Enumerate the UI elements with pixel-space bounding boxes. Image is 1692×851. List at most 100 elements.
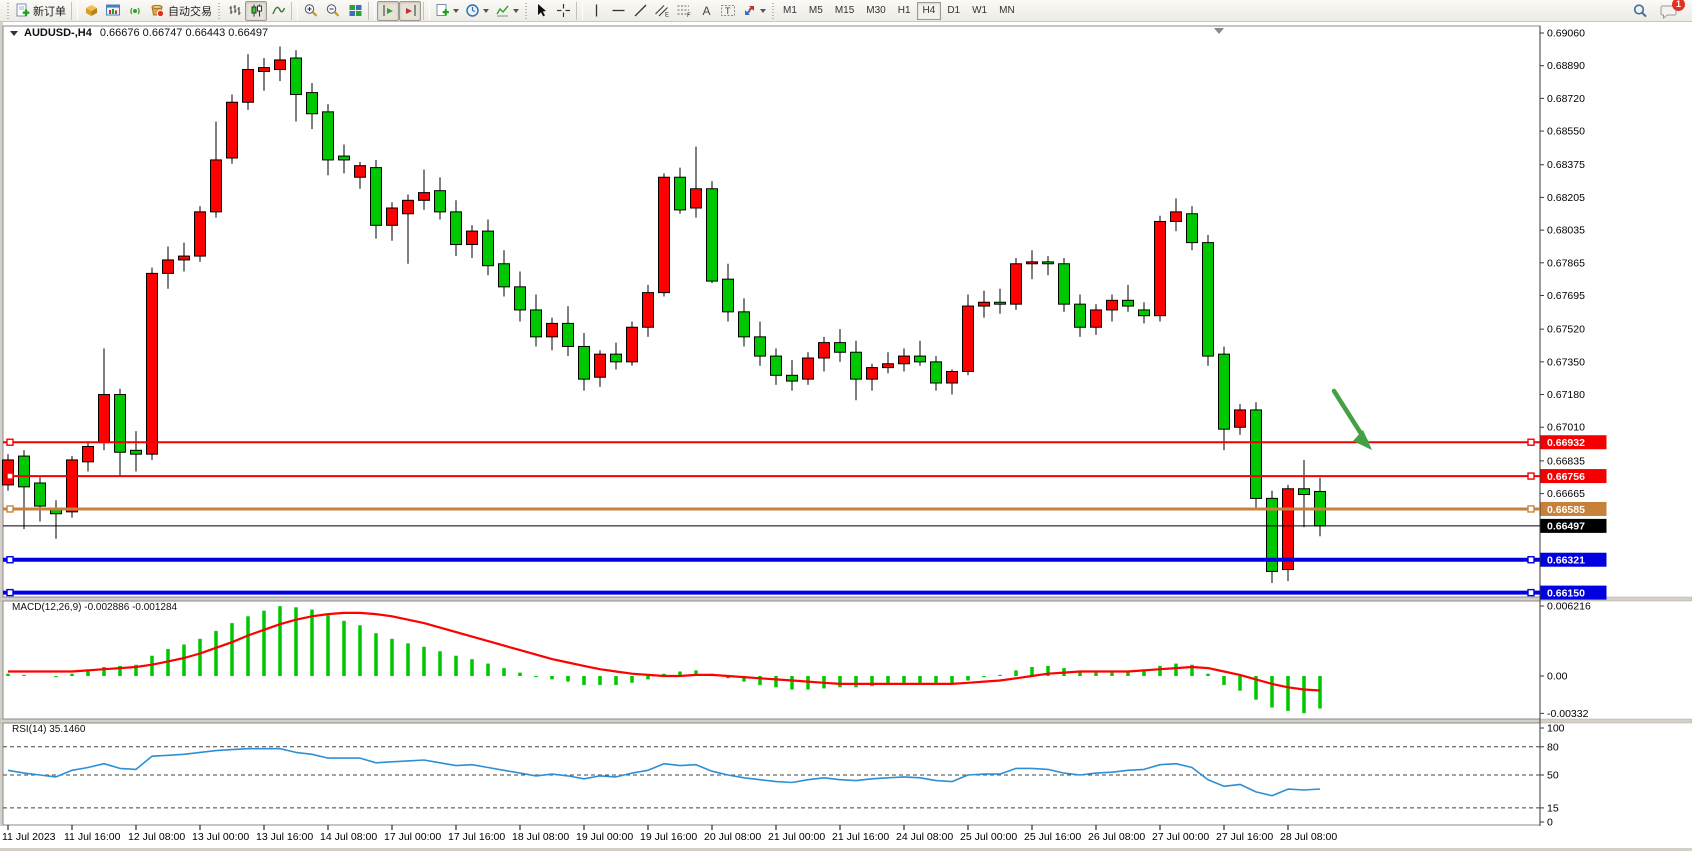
- candle-body: [114, 394, 126, 453]
- candle-body: [1234, 409, 1246, 428]
- horizontal-line-button[interactable]: [607, 1, 629, 21]
- new-order-icon: [16, 3, 30, 17]
- macd-histogram-bar: [1110, 672, 1114, 676]
- candle-body: [130, 449, 142, 455]
- macd-histogram-bar: [422, 646, 426, 676]
- auto-scroll-button[interactable]: [399, 0, 421, 21]
- macd-histogram-bar: [438, 651, 442, 676]
- timeframe-h4[interactable]: H4: [916, 1, 942, 20]
- chart-ohlc-values: 0.66676 0.66747 0.66443 0.66497: [99, 27, 269, 39]
- candle-body: [178, 255, 190, 261]
- price-axis-tick-label: 0.67350: [1547, 356, 1585, 368]
- time-axis-label: 21 Jul 00:00: [768, 831, 825, 843]
- new-chart-button[interactable]: [102, 1, 124, 21]
- arrows-button[interactable]: [739, 1, 769, 21]
- line-handle[interactable]: [1527, 556, 1535, 564]
- line-handle[interactable]: [1527, 438, 1535, 446]
- candle-body: [1026, 261, 1038, 265]
- cursor-button[interactable]: [530, 1, 552, 21]
- fibonacci-button[interactable]: F: [673, 1, 695, 21]
- macd-histogram-bar: [582, 676, 586, 686]
- timeframe-m30[interactable]: M30: [866, 5, 886, 16]
- line-handle[interactable]: [6, 505, 14, 513]
- rsi-axis-label: 15: [1547, 802, 1559, 814]
- tile-windows-button[interactable]: [344, 1, 366, 21]
- trendline-button[interactable]: [629, 1, 651, 21]
- candlestick-chart-button[interactable]: [245, 0, 267, 21]
- macd-histogram-bar: [1206, 673, 1210, 676]
- candle-body: [930, 361, 942, 384]
- macd-histogram-bar: [182, 644, 186, 676]
- macd-histogram-bar: [966, 676, 970, 681]
- line-handle[interactable]: [6, 556, 14, 564]
- market-box-button[interactable]: [80, 1, 102, 21]
- timeframe-h1[interactable]: H1: [897, 5, 911, 16]
- price-line-badge-label: 0.66932: [1547, 437, 1585, 449]
- timeframe-m5[interactable]: M5: [808, 5, 823, 16]
- macd-histogram-bar: [662, 673, 666, 676]
- toolbar-grip: [7, 2, 9, 19]
- candle-body: [514, 286, 526, 311]
- new-template-button[interactable]: [432, 1, 462, 21]
- candle-body: [946, 370, 958, 384]
- time-axis-label: 21 Jul 16:00: [832, 831, 889, 843]
- macd-histogram-bar: [70, 673, 74, 676]
- time-axis-label: 19 Jul 16:00: [640, 831, 697, 843]
- timeframe-w1[interactable]: W1: [972, 5, 988, 16]
- line-handle[interactable]: [1527, 472, 1535, 480]
- timeframe-m15[interactable]: M15: [834, 5, 855, 16]
- indicators-button[interactable]: [492, 1, 522, 21]
- timeframe-m1[interactable]: M1: [783, 5, 797, 16]
- text-button[interactable]: A: [695, 1, 717, 21]
- time-axis-label: 11 Jul 16:00: [64, 831, 121, 843]
- toolbar: 新订单: [0, 0, 1692, 22]
- text-label-button[interactable]: T: [717, 1, 739, 21]
- timeframe-d1[interactable]: D1: [947, 5, 961, 16]
- zoom-in-button[interactable]: [300, 1, 322, 21]
- rsi-axis-label: 100: [1547, 723, 1565, 735]
- crosshair-button[interactable]: [552, 1, 574, 21]
- line-handle[interactable]: [1527, 505, 1535, 513]
- signals-button[interactable]: [124, 1, 146, 21]
- line-handle[interactable]: [6, 438, 14, 446]
- candle-body: [242, 69, 254, 103]
- macd-histogram-bar: [678, 671, 682, 676]
- equidistant-channel-button[interactable]: E: [651, 1, 673, 21]
- line-handle[interactable]: [6, 472, 14, 480]
- macd-histogram-bar: [262, 610, 266, 676]
- timeframe-mn[interactable]: MN: [999, 5, 1015, 16]
- panel-splitter[interactable]: [0, 596, 1692, 602]
- periods-clock-icon: [466, 4, 479, 17]
- chart-shift-button[interactable]: [377, 0, 399, 21]
- periods-button[interactable]: [462, 1, 492, 21]
- new-template-icon: [436, 4, 449, 16]
- macd-histogram-bar: [518, 672, 522, 676]
- one-click-trading-toggle-icon[interactable]: [10, 30, 18, 36]
- window-edge: [0, 22, 3, 851]
- candle-body: [402, 199, 414, 215]
- price-line-badge-label: 0.66756: [1547, 471, 1585, 483]
- notifications-button[interactable]: 1: [1657, 0, 1685, 21]
- auto-trading-label: 自动交易: [168, 5, 212, 18]
- panel-splitter[interactable]: [0, 718, 1692, 724]
- zoom-out-button[interactable]: [322, 1, 344, 21]
- toolbar-separator: [423, 1, 430, 20]
- chart-shift-marker[interactable]: [1214, 28, 1224, 34]
- price-axis-tick-label: 0.68375: [1547, 159, 1585, 171]
- line-handle[interactable]: [6, 588, 14, 597]
- macd-histogram-bar: [294, 607, 298, 676]
- line-chart-button[interactable]: [267, 1, 289, 21]
- macd-histogram-bar: [566, 676, 570, 682]
- vertical-line-button[interactable]: [585, 1, 607, 21]
- arrow-annotation-head[interactable]: [1353, 430, 1372, 450]
- search-button[interactable]: [1629, 1, 1651, 21]
- bar-chart-button[interactable]: [223, 1, 245, 21]
- macd-histogram-bar: [198, 638, 202, 676]
- candle-body: [962, 305, 974, 372]
- horizontal-line-icon: [612, 9, 624, 12]
- line-handle[interactable]: [1527, 588, 1535, 597]
- candle-body: [1090, 309, 1102, 328]
- auto-trading-button[interactable]: 自动交易: [146, 1, 215, 21]
- new-order-button[interactable]: 新订单: [12, 1, 69, 21]
